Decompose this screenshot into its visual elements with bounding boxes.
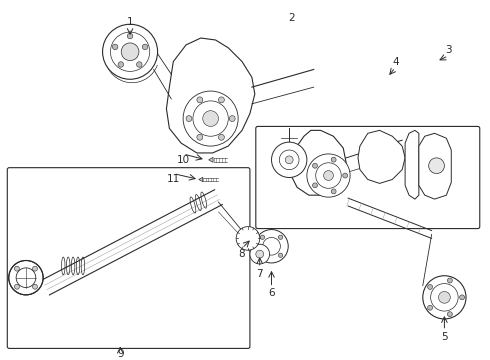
- Circle shape: [447, 278, 452, 283]
- Circle shape: [428, 284, 433, 289]
- Polygon shape: [209, 157, 213, 162]
- Text: 11: 11: [167, 175, 180, 184]
- Circle shape: [343, 173, 347, 178]
- Circle shape: [331, 157, 336, 162]
- Circle shape: [16, 268, 36, 288]
- Circle shape: [9, 261, 43, 295]
- Circle shape: [313, 183, 318, 188]
- Circle shape: [219, 97, 224, 103]
- Circle shape: [32, 284, 37, 289]
- Circle shape: [439, 292, 450, 303]
- Polygon shape: [405, 130, 419, 199]
- Circle shape: [428, 305, 433, 310]
- Circle shape: [32, 266, 37, 271]
- Circle shape: [271, 142, 307, 177]
- Circle shape: [263, 237, 280, 255]
- Circle shape: [278, 235, 283, 239]
- Circle shape: [197, 97, 203, 103]
- Polygon shape: [199, 177, 203, 182]
- Circle shape: [193, 101, 228, 136]
- Polygon shape: [291, 130, 346, 195]
- Text: 3: 3: [445, 45, 452, 55]
- Text: 8: 8: [239, 249, 245, 259]
- Circle shape: [260, 253, 265, 257]
- Circle shape: [15, 284, 20, 289]
- Circle shape: [278, 253, 283, 257]
- Circle shape: [127, 33, 133, 39]
- Circle shape: [429, 158, 444, 174]
- Circle shape: [118, 62, 123, 67]
- Circle shape: [323, 171, 333, 180]
- Polygon shape: [167, 38, 255, 153]
- Circle shape: [250, 244, 270, 264]
- Text: 7: 7: [256, 269, 263, 279]
- Circle shape: [219, 134, 224, 140]
- Circle shape: [256, 250, 264, 258]
- Text: 2: 2: [288, 13, 294, 23]
- Circle shape: [183, 91, 238, 146]
- Circle shape: [423, 276, 466, 319]
- Circle shape: [137, 62, 142, 67]
- Circle shape: [307, 154, 350, 197]
- Circle shape: [203, 111, 219, 126]
- Polygon shape: [419, 133, 451, 199]
- FancyBboxPatch shape: [256, 126, 480, 229]
- Circle shape: [102, 24, 158, 79]
- Circle shape: [316, 163, 341, 188]
- Text: 9: 9: [117, 349, 123, 359]
- Text: 4: 4: [392, 57, 398, 67]
- Circle shape: [431, 284, 458, 311]
- Circle shape: [331, 189, 336, 194]
- Circle shape: [186, 116, 192, 122]
- Polygon shape: [358, 130, 405, 183]
- Circle shape: [197, 134, 203, 140]
- Circle shape: [447, 312, 452, 316]
- Text: 10: 10: [176, 155, 190, 165]
- Circle shape: [137, 49, 153, 64]
- Circle shape: [260, 235, 265, 239]
- Circle shape: [15, 266, 20, 271]
- Circle shape: [110, 32, 150, 71]
- Circle shape: [460, 295, 465, 300]
- Circle shape: [236, 226, 260, 250]
- Circle shape: [142, 44, 148, 50]
- FancyBboxPatch shape: [7, 168, 250, 348]
- Text: 5: 5: [441, 332, 448, 342]
- Text: 6: 6: [268, 288, 275, 298]
- Circle shape: [229, 116, 235, 122]
- Circle shape: [121, 43, 139, 60]
- Circle shape: [279, 150, 299, 170]
- Circle shape: [112, 44, 118, 50]
- Circle shape: [313, 163, 318, 168]
- Circle shape: [285, 156, 293, 164]
- Circle shape: [255, 230, 288, 263]
- Text: 1: 1: [127, 17, 133, 27]
